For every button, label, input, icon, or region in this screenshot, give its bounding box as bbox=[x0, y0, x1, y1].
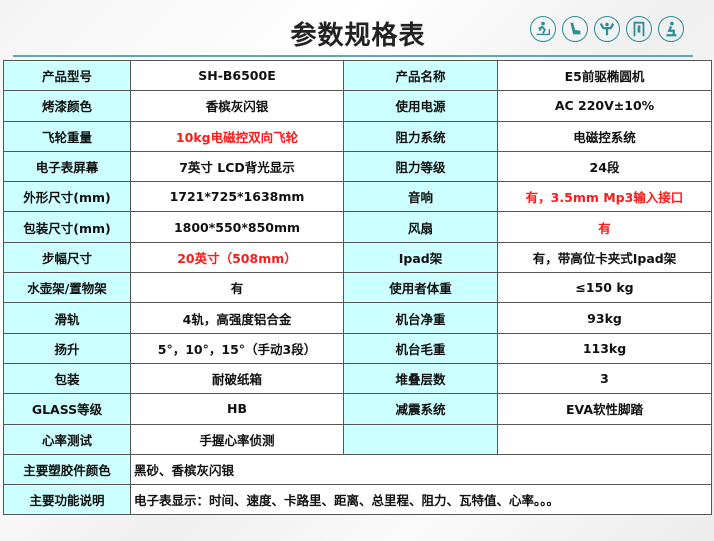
spec-label bbox=[343, 423, 498, 455]
spec-label: 步幅尺寸 bbox=[3, 241, 131, 274]
spec-value: 10kg电磁控双向飞轮 bbox=[130, 120, 344, 152]
spec-label: 包装尺寸(mm) bbox=[3, 211, 131, 243]
spec-label: 包装 bbox=[3, 362, 131, 395]
spec-label: 电子表屏幕 bbox=[3, 150, 131, 183]
spec-label: 扬升 bbox=[3, 332, 131, 364]
spec-label: 水壶架/置物架 bbox=[3, 272, 131, 304]
table-row: 产品型号 SH-B6500E 产品名称 E5前驱椭圆机 bbox=[3, 59, 712, 92]
spec-label: GLASS等级 bbox=[3, 393, 131, 425]
spec-value: 7英寸 LCD背光显示 bbox=[130, 150, 344, 183]
spec-value: 有 bbox=[497, 211, 712, 243]
table-row: 电子表屏幕 7英寸 LCD背光显示 阻力等级 24段 bbox=[3, 150, 712, 183]
massage-chair-icon bbox=[562, 16, 588, 42]
spec-value: SH-B6500E bbox=[130, 59, 344, 92]
spec-label: 主要塑胶件颜色 bbox=[3, 453, 131, 486]
spec-label: 心率测试 bbox=[3, 423, 131, 455]
spec-label: 机台毛重 bbox=[343, 332, 498, 364]
spec-value: 4轨，高强度铝合金 bbox=[130, 302, 344, 334]
spec-value: HB bbox=[130, 393, 344, 425]
spec-value: 电子表显示：时间、速度、卡路里、距离、总里程、阻力、瓦特值、心率。。。 bbox=[130, 484, 712, 516]
table-row: 烤漆颜色 香槟灰闪银 使用电源 AC 220V±10% bbox=[3, 90, 712, 122]
spec-value: 24段 bbox=[497, 150, 712, 183]
exercise-bike-icon bbox=[658, 16, 684, 42]
spec-label: 使用者体重 bbox=[343, 272, 498, 304]
table-row: 步幅尺寸 20英寸（508mm） Ipad架 有，带高位卡夹式Ipad架 bbox=[3, 241, 712, 274]
table-row: 外形尺寸(mm) 1721*725*1638mm 音响 有，3.5mm Mp3输入接口 bbox=[3, 181, 712, 213]
spec-label: 堆叠层数 bbox=[343, 362, 498, 395]
spec-value: 有 bbox=[130, 272, 344, 304]
pullup-station-icon bbox=[626, 16, 652, 42]
table-row: GLASS等级 HB 减震系统 EVA软性脚踏 bbox=[3, 393, 712, 425]
spec-value: 5°，10°，15°（手动3段） bbox=[130, 332, 344, 364]
table-row: 包装尺寸(mm) 1800*550*850mm 风扇有 bbox=[3, 211, 712, 243]
spec-value: 手握心率侦测 bbox=[130, 423, 344, 455]
table-row: 滑轨 4轨，高强度铝合金 机台净重 93kg bbox=[3, 302, 712, 334]
spec-value: 有，带高位卡夹式Ipad架 bbox=[497, 241, 712, 274]
spec-value bbox=[497, 423, 712, 455]
spec-label: 风扇 bbox=[343, 211, 498, 243]
spec-value: 3 bbox=[497, 362, 712, 395]
spec-table: 产品型号 SH-B6500E 产品名称 E5前驱椭圆机 烤漆颜色 香槟灰闪银 使用电源 AC … bbox=[3, 59, 712, 516]
spec-value: 20英寸（508mm） bbox=[130, 241, 344, 274]
table-row: 扬升 5°，10°，15°（手动3段） 机台毛重 113kg bbox=[3, 332, 712, 364]
spec-value: 113kg bbox=[497, 332, 712, 364]
table-row: 包装 耐破纸箱 堆叠层数 3 bbox=[3, 362, 712, 395]
spec-value: 93kg bbox=[497, 302, 712, 334]
spec-value: E5前驱椭圆机 bbox=[497, 59, 712, 92]
spec-value: 电磁控系统 bbox=[497, 120, 712, 152]
spec-value: AC 220V±10% bbox=[497, 90, 712, 122]
table-row: 水壶架/置物架有使用者体重 ≤150 kg bbox=[3, 272, 712, 304]
dumbbell-icon bbox=[594, 16, 620, 42]
spec-label: 产品型号 bbox=[3, 59, 131, 92]
table-row: 心率测试 手握心率侦测 bbox=[3, 423, 712, 455]
spec-label: 使用电源 bbox=[343, 90, 498, 122]
page-title: 参数规格表 bbox=[290, 21, 426, 51]
spec-label: 阻力等级 bbox=[343, 150, 498, 183]
table-row: 主要功能说明 电子表显示：时间、速度、卡路里、距离、总里程、阻力、瓦特值、心率。。… bbox=[3, 484, 712, 516]
spec-value: 1800*550*850mm bbox=[130, 211, 344, 243]
spec-value: EVA软性脚踏 bbox=[497, 393, 712, 425]
spec-label: 产品名称 bbox=[343, 59, 498, 92]
spec-label: 烤漆颜色 bbox=[3, 90, 131, 122]
title-divider bbox=[13, 55, 693, 57]
spec-label: 减震系统 bbox=[343, 393, 498, 425]
spec-label: 机台净重 bbox=[343, 302, 498, 334]
spec-label: Ipad架 bbox=[343, 241, 498, 274]
category-icons bbox=[530, 16, 684, 42]
spec-label: 阻力系统 bbox=[343, 120, 498, 152]
spec-label: 主要功能说明 bbox=[3, 484, 131, 516]
table-row: 飞轮重量 10kg电磁控双向飞轮 阻力系统 电磁控系统 bbox=[3, 120, 712, 152]
treadmill-icon bbox=[530, 16, 556, 42]
spec-value: ≤150 kg bbox=[497, 272, 712, 304]
spec-label: 音响 bbox=[343, 181, 498, 213]
spec-value: 有，3.5mm Mp3输入接口 bbox=[497, 181, 712, 213]
spec-value: 黑砂、香槟灰闪银 bbox=[130, 453, 712, 486]
spec-label: 滑轨 bbox=[3, 302, 131, 334]
spec-label: 外形尺寸(mm) bbox=[3, 181, 131, 213]
spec-value: 香槟灰闪银 bbox=[130, 90, 344, 122]
spec-value: 耐破纸箱 bbox=[130, 362, 344, 395]
spec-label: 飞轮重量 bbox=[3, 120, 131, 152]
table-row: 主要塑胶件颜色 黑砂、香槟灰闪银 bbox=[3, 453, 712, 486]
spec-value: 1721*725*1638mm bbox=[130, 181, 344, 213]
